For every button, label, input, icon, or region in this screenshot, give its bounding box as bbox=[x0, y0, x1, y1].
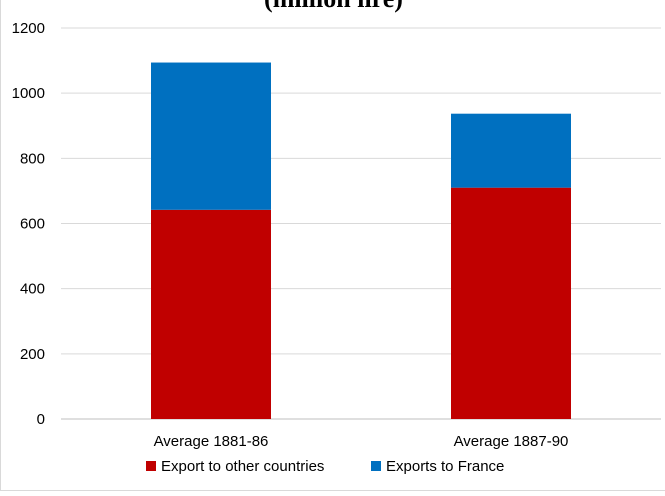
legend-swatch bbox=[371, 461, 381, 471]
legend-label: Exports to France bbox=[386, 458, 504, 475]
bar-segment bbox=[151, 62, 271, 210]
bar-segment bbox=[151, 209, 271, 419]
x-tick-label: Average 1887-90 bbox=[454, 433, 569, 450]
y-tick-label: 1000 bbox=[12, 85, 45, 102]
y-tick-label: 200 bbox=[20, 346, 45, 363]
chart-title: (million lire) bbox=[1, 0, 665, 14]
bar-segment bbox=[451, 113, 571, 188]
y-tick-label: 600 bbox=[20, 216, 45, 233]
bar-segment bbox=[451, 187, 571, 419]
y-tick-label: 0 bbox=[37, 411, 45, 428]
y-tick-label: 800 bbox=[20, 150, 45, 167]
legend-label: Export to other countries bbox=[161, 458, 324, 475]
y-tick-label: 1200 bbox=[12, 20, 45, 37]
legend-swatch bbox=[146, 461, 156, 471]
x-tick-label: Average 1881-86 bbox=[154, 433, 269, 450]
y-tick-label: 400 bbox=[20, 281, 45, 298]
